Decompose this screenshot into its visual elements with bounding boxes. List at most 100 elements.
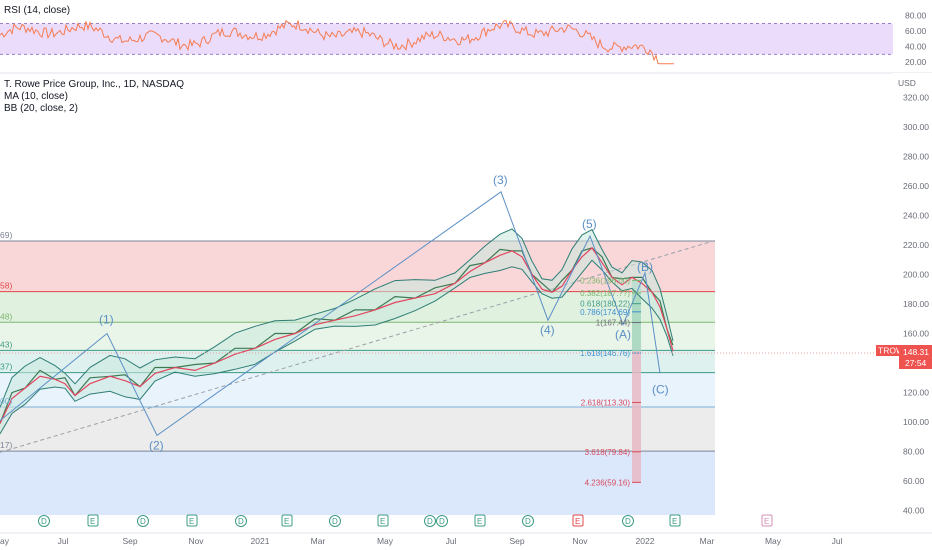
bb-legend: BB (20, close, 2) [4, 103, 78, 114]
bar-countdown: 27:54 [905, 358, 927, 368]
price-tick: 160.00 [903, 329, 929, 339]
fib-zone [0, 407, 715, 452]
time-tick: May [765, 536, 782, 546]
price-tick: 300.00 [903, 122, 929, 132]
dividend-badge: D [522, 515, 534, 527]
time-tick: Jul [446, 536, 457, 546]
price-tick: 120.00 [903, 388, 929, 398]
chart-title: T. Rowe Price Group, Inc., 1D, NASDAQ [4, 79, 184, 90]
elliott-wave-path [0, 191, 661, 437]
badge-letter: D [625, 517, 631, 526]
price-tick: 200.00 [903, 269, 929, 279]
rsi-tick: 80.00 [905, 11, 927, 21]
price-tick: 80.00 [903, 447, 925, 457]
earnings-badge: E [186, 514, 198, 527]
price-axis[interactable]: USD 320.00 300.00 280.00 260.00 240.00 220.00… [876, 73, 932, 533]
fib-extension-label: 0.786(174.69) [580, 308, 630, 317]
rsi-tick: 60.00 [905, 26, 927, 36]
badge-letter: E [380, 517, 385, 526]
dividend-icon [329, 515, 341, 527]
earnings-icon [761, 514, 773, 527]
time-tick: 2022 [636, 536, 655, 546]
earnings-icon [281, 514, 293, 527]
dividend-badge: D [38, 515, 50, 527]
dividend-icon [38, 515, 50, 527]
fib-left-label: 43) [0, 339, 12, 349]
badge-letter: E [189, 517, 194, 526]
wave-label: (4) [540, 323, 555, 337]
fib-zone [0, 451, 715, 516]
fib-left-label: 17) [0, 440, 12, 450]
fib-extension-bar [632, 280, 641, 483]
badge-letter: E [477, 517, 482, 526]
price-tick: 240.00 [903, 210, 929, 220]
symbol-badge [876, 345, 899, 356]
price-tick: 320.00 [903, 92, 929, 102]
fib-left-label: 00) [0, 396, 12, 406]
earnings-badge: E [669, 514, 681, 527]
time-tick: Sep [509, 536, 524, 546]
price-tick: 60.00 [903, 476, 925, 486]
badge-letter: E [672, 517, 677, 526]
dividend-icon [522, 515, 534, 527]
fib-left-label: 58) [0, 281, 12, 291]
badge-letter: E [90, 517, 95, 526]
ma-line [0, 246, 674, 424]
fib-left-label: 37) [0, 362, 12, 372]
currency-label: USD [898, 78, 916, 88]
dividend-badge: D [235, 515, 247, 527]
dividend-badge: D [329, 515, 341, 527]
price-series [0, 247, 674, 424]
trend-line [0, 240, 716, 453]
dividend-badge: D [436, 515, 448, 527]
earnings-icon [572, 514, 584, 527]
earnings-icon [669, 514, 681, 527]
fib-extension-label: 1(167.44) [596, 319, 631, 328]
fib-extension-label: 4.236(59.16) [585, 478, 631, 487]
fib-left-label: 48) [0, 311, 12, 321]
last-price-badge [899, 345, 932, 369]
rsi-tick: 40.00 [905, 42, 927, 52]
rsi-pane: RSI (14, close) 80.00 60.00 40.00 20.00 [0, 5, 927, 67]
dividend-icon [622, 515, 634, 527]
wave-label: (1) [99, 313, 114, 327]
wave-label: (A) [615, 328, 631, 342]
badge-letter: E [764, 517, 769, 526]
badge-letter: E [284, 517, 289, 526]
dividend-badge: D [137, 515, 149, 527]
badge-letter: D [525, 517, 531, 526]
earnings-badge: E [761, 514, 773, 527]
earnings-badge: E [474, 514, 486, 527]
badge-letter: E [575, 517, 580, 526]
time-tick: Jul [832, 536, 843, 546]
time-tick: Sep [122, 536, 137, 546]
wave-label: (B) [637, 260, 653, 274]
rsi-axis: 80.00 60.00 40.00 20.00 [905, 11, 927, 67]
time-axis[interactable]: ay Jul Sep Nov 2021 Mar May Jul Sep Nov 2022 Mar May… [0, 532, 932, 546]
last-price-value: 148.31 [903, 347, 929, 357]
time-tick: Mar [311, 536, 326, 546]
price-tick: 220.00 [903, 240, 929, 250]
rsi-label: RSI (14, close) [4, 5, 70, 16]
earnings-icon [186, 514, 198, 527]
fib-extension-label: 0.236(196.00) [580, 276, 630, 285]
earnings-badge: E [572, 514, 584, 527]
fib-left-labels: 69) 58) 48) 43) 37) 00) 17) [0, 230, 12, 450]
earnings-badge: E [281, 514, 293, 527]
rsi-tick: 20.00 [905, 57, 927, 67]
wave-label: (3) [493, 173, 508, 187]
time-tick: Jul [58, 536, 69, 546]
earnings-badge: E [377, 514, 389, 527]
time-tick: May [377, 536, 394, 546]
time-tick: 2021 [251, 536, 270, 546]
price-tick: 40.00 [903, 506, 925, 516]
ext-bar-green [632, 280, 641, 352]
dividend-icon [137, 515, 149, 527]
badge-letter: D [41, 517, 47, 526]
wave-label: (C) [652, 382, 669, 396]
wave-label: (5) [582, 217, 597, 231]
fib-left-label: 69) [0, 230, 12, 240]
fib-extension-label: 0.382(187.??) [580, 289, 630, 298]
